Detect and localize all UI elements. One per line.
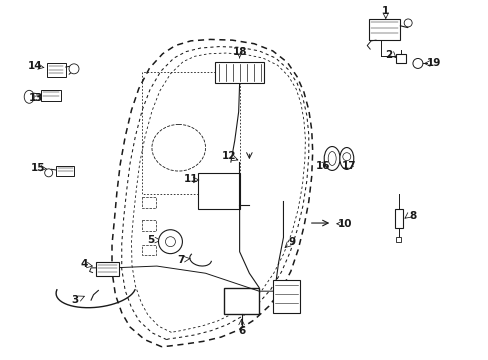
Text: 6: 6 <box>238 326 244 336</box>
Bar <box>47 63 65 77</box>
Text: 15: 15 <box>31 163 45 173</box>
Bar <box>395 54 406 63</box>
Text: 13: 13 <box>29 93 43 103</box>
Ellipse shape <box>339 148 353 170</box>
Circle shape <box>158 230 182 254</box>
Bar <box>142 220 156 231</box>
Text: 2: 2 <box>385 50 392 60</box>
Circle shape <box>69 64 79 74</box>
Text: 7: 7 <box>177 255 184 265</box>
Ellipse shape <box>327 152 335 166</box>
Text: 16: 16 <box>316 161 330 171</box>
Circle shape <box>44 169 53 177</box>
Bar <box>41 90 61 101</box>
Bar <box>224 288 259 315</box>
Circle shape <box>342 153 350 161</box>
Bar <box>142 244 156 255</box>
Text: 1: 1 <box>381 6 388 16</box>
Ellipse shape <box>152 125 205 171</box>
Text: 12: 12 <box>221 150 236 161</box>
Bar <box>394 209 403 228</box>
Text: 4: 4 <box>80 259 87 269</box>
Bar <box>272 280 299 313</box>
Bar <box>215 62 264 83</box>
Ellipse shape <box>24 90 34 103</box>
Text: 10: 10 <box>337 219 351 229</box>
Ellipse shape <box>324 147 340 170</box>
Text: 17: 17 <box>341 161 356 171</box>
Text: 19: 19 <box>427 58 441 68</box>
Circle shape <box>165 237 175 247</box>
Text: 5: 5 <box>147 234 154 244</box>
Circle shape <box>412 58 422 68</box>
Text: 11: 11 <box>183 174 198 184</box>
Bar <box>96 262 119 276</box>
Text: 8: 8 <box>408 211 415 221</box>
Bar <box>368 19 400 40</box>
Bar <box>198 173 239 209</box>
Text: 9: 9 <box>287 237 295 247</box>
Text: 14: 14 <box>28 61 42 71</box>
Bar <box>396 237 401 242</box>
Bar <box>142 197 156 208</box>
Text: 18: 18 <box>232 46 246 57</box>
Bar <box>56 166 74 176</box>
Circle shape <box>404 19 411 27</box>
Text: 3: 3 <box>71 295 79 305</box>
